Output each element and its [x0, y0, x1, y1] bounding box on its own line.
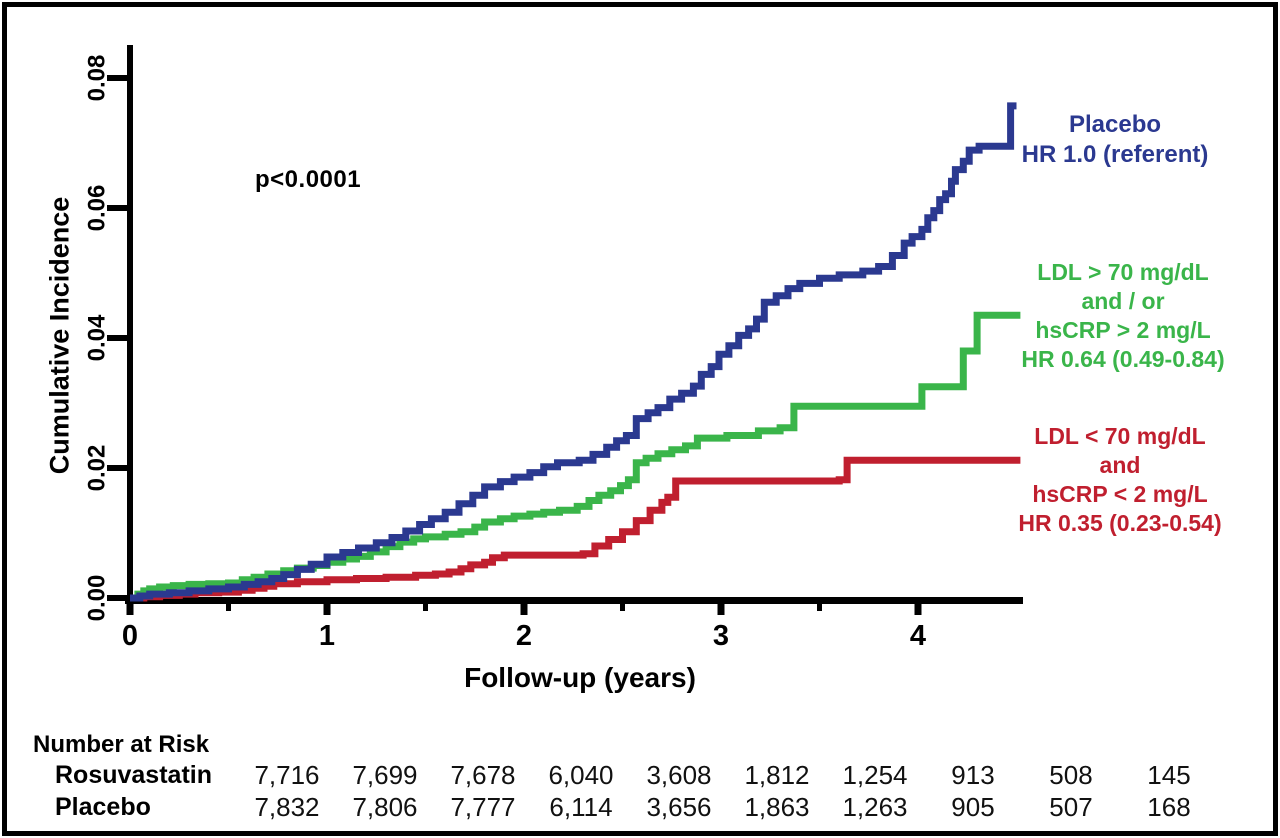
y-tick — [107, 205, 130, 211]
risk-cell: 7,806 — [352, 792, 418, 822]
x-minor-tick — [817, 598, 822, 611]
risk-cell: 7,777 — [450, 792, 516, 822]
incidence-curves — [130, 102, 1021, 602]
risk-cell: 508 — [1049, 760, 1093, 790]
x-minor-tick — [423, 598, 428, 611]
risk-cell: 3,656 — [646, 792, 712, 822]
risk-row-placebo: 7,832 7,806 7,777 6,114 3,656 1,863 1,26… — [238, 792, 1218, 823]
x-axis-line — [125, 597, 1023, 604]
legend-rosuva-low-line3: hsCRP < 2 mg/L — [1032, 481, 1208, 507]
x-minor-tick — [620, 598, 625, 611]
y-tick-label: 0.04 — [84, 314, 111, 361]
risk-cell: 145 — [1147, 760, 1191, 790]
y-tick-label: 0.08 — [84, 55, 111, 102]
x-tick — [520, 598, 528, 615]
y-tick-label: 0.00 — [84, 575, 111, 622]
x-tick — [126, 598, 134, 615]
y-tick — [107, 75, 130, 81]
risk-cell: 7,832 — [254, 792, 320, 822]
legend-rosuva-low: LDL < 70 mg/dL and hsCRP < 2 mg/L HR 0.3… — [1005, 422, 1235, 538]
risk-cell: 905 — [951, 792, 995, 822]
risk-cell: 1,863 — [744, 792, 810, 822]
risk-cell: 1,812 — [744, 760, 810, 790]
axis-ticks: 0.00 0.02 0.04 0.06 0.08 0 1 2 3 4 — [84, 55, 927, 652]
legend-rosuva-high-line3: hsCRP > 2 mg/L — [1035, 317, 1211, 343]
risk-cell: 3,608 — [646, 760, 712, 790]
curve-rosuva-low — [130, 456, 1021, 602]
y-axis-title: Cumulative Incidence — [44, 196, 75, 474]
legend-rosuva-low-line1: LDL < 70 mg/dL — [1034, 423, 1206, 449]
legend-rosuva-high-line2: and / or — [1081, 288, 1165, 314]
y-tick — [107, 595, 130, 601]
legend-rosuva-low-line2: and — [1099, 452, 1141, 478]
y-axis-line — [127, 45, 133, 604]
risk-table-header: Number at Risk — [33, 731, 210, 758]
risk-cell: 7,716 — [254, 760, 320, 790]
risk-cell: 1,263 — [842, 792, 908, 822]
y-tick-label: 0.02 — [84, 445, 111, 492]
risk-row-rosuvastatin: 7,716 7,699 7,678 6,040 3,608 1,812 1,25… — [238, 760, 1218, 791]
x-tick-label: 3 — [713, 620, 729, 652]
risk-row-label-placebo: Placebo — [55, 793, 151, 821]
y-tick — [107, 465, 130, 471]
x-tick — [914, 598, 922, 615]
legend-rosuva-high: LDL > 70 mg/dL and / or hsCRP > 2 mg/L H… — [1008, 258, 1238, 374]
x-tick-label: 0 — [122, 620, 138, 652]
x-minor-tick — [226, 598, 231, 611]
risk-row-label-rosuvastatin: Rosuvastatin — [55, 761, 212, 789]
risk-cell: 507 — [1049, 792, 1093, 822]
risk-cell: 913 — [951, 760, 995, 790]
y-tick — [107, 335, 130, 341]
risk-cell: 1,254 — [842, 760, 908, 790]
p-value-annotation: p<0.0001 — [255, 166, 362, 193]
x-tick-label: 4 — [910, 620, 926, 652]
x-tick — [717, 598, 725, 615]
x-tick-label: 2 — [516, 620, 532, 652]
risk-cell: 168 — [1147, 792, 1191, 822]
risk-cell: 6,114 — [549, 792, 613, 822]
risk-cell: 7,678 — [450, 760, 516, 790]
x-axis-title: Follow-up (years) — [464, 662, 696, 693]
legend-rosuva-high-hr: HR 0.64 (0.49-0.84) — [1021, 346, 1225, 372]
curve-placebo — [130, 102, 1017, 602]
legend-rosuva-low-hr: HR 0.35 (0.23-0.54) — [1018, 510, 1222, 536]
y-tick-label: 0.06 — [84, 185, 111, 232]
curve-rosuva-high — [130, 311, 1021, 602]
legend-placebo-line: Placebo — [1068, 111, 1162, 138]
legend-placebo-hr: HR 1.0 (referent) — [1021, 141, 1209, 168]
risk-cell: 6,040 — [548, 760, 614, 790]
risk-cell: 7,699 — [352, 760, 418, 790]
legend-rosuva-high-line1: LDL > 70 mg/dL — [1037, 259, 1209, 285]
x-tick-label: 1 — [319, 620, 335, 652]
x-tick — [323, 598, 331, 615]
legend-placebo: Placebo HR 1.0 (referent) — [1000, 110, 1230, 170]
